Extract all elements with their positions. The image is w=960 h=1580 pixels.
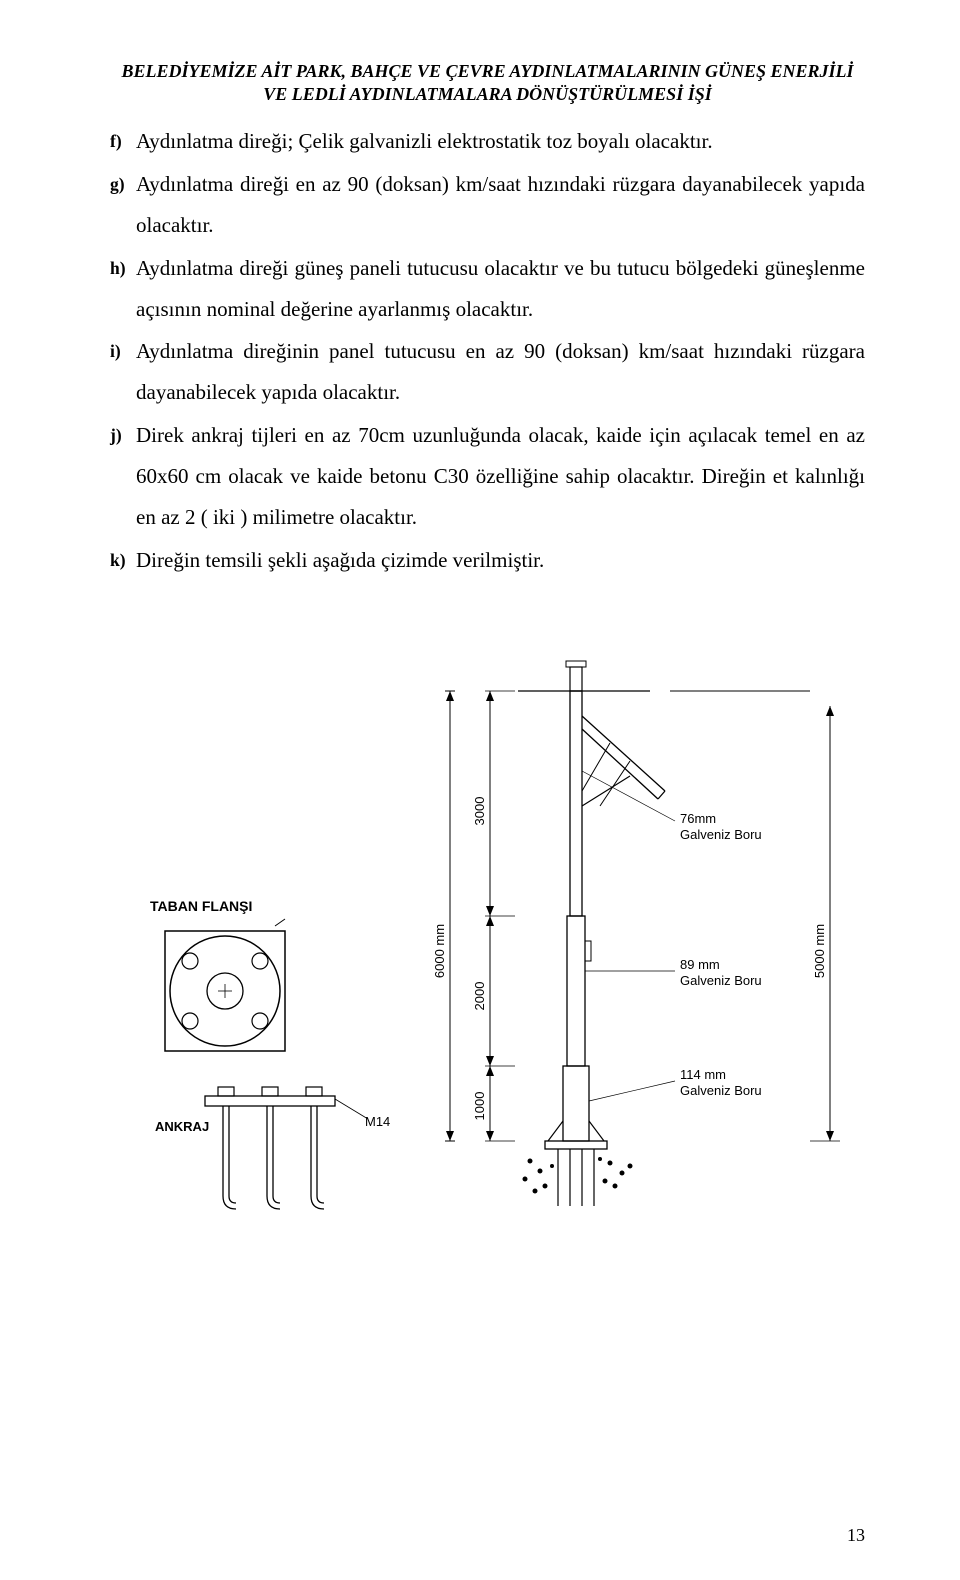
item-text: Aydınlatma direğinin panel tutucusu en a… [136, 331, 865, 413]
technical-drawing: TABAN FLANŞI ANKRAJ [110, 651, 865, 1241]
pipe-mid-label2: Galveniz Boru [680, 973, 762, 988]
anchor-label: ANKRAJ [155, 1119, 209, 1134]
document-page: BELEDİYEMİZE AİT PARK, BAHÇE VE ÇEVRE AY… [0, 0, 960, 1580]
list-item: i) Aydınlatma direğinin panel tutucusu e… [110, 331, 865, 413]
item-text: Direğin temsili şekli aşağıda çizimde ve… [136, 540, 865, 581]
anchor-group: ANKRAJ [155, 1087, 390, 1209]
item-marker: j) [110, 415, 136, 538]
spec-list: f) Aydınlatma direği; Çelik galvanizli e… [110, 121, 865, 581]
header-line-1: BELEDİYEMİZE AİT PARK, BAHÇE VE ÇEVRE AY… [121, 61, 853, 81]
item-text: Direk ankraj tijleri en az 70cm uzunluğu… [136, 415, 865, 538]
item-marker: k) [110, 540, 136, 581]
header-line-2: VE LEDLİ AYDINLATMALARA DÖNÜŞTÜRÜLMESİ İ… [263, 84, 711, 104]
list-item: f) Aydınlatma direği; Çelik galvanizli e… [110, 121, 865, 162]
list-item: k) Direğin temsili şekli aşağıda çizimde… [110, 540, 865, 581]
item-text: Aydınlatma direği güneş paneli tutucusu … [136, 248, 865, 330]
item-marker: g) [110, 164, 136, 246]
item-text: Aydınlatma direği; Çelik galvanizli elek… [136, 121, 865, 162]
dim-top: 3000 [472, 797, 487, 826]
list-item: h) Aydınlatma direği güneş paneli tutucu… [110, 248, 865, 330]
page-number: 13 [847, 1525, 865, 1546]
pipe-mid-label: 89 mm [680, 957, 720, 972]
pipe-top-label2: Galveniz Boru [680, 827, 762, 842]
flange-group: TABAN FLANŞI [150, 898, 285, 1051]
dim-total: 6000 mm [432, 924, 447, 978]
bolt-label: M14 [365, 1114, 390, 1129]
pole-group: 6000 mm 3000 2000 1000 [432, 661, 840, 1206]
pole-diagram-svg: TABAN FLANŞI ANKRAJ [110, 651, 865, 1241]
list-item: g) Aydınlatma direği en az 90 (doksan) k… [110, 164, 865, 246]
pipe-bot-label: 114 mm [680, 1067, 726, 1082]
item-marker: i) [110, 331, 136, 413]
flange-label: TABAN FLANŞI [150, 898, 252, 914]
dim-right: 5000 mm [812, 924, 827, 978]
page-header: BELEDİYEMİZE AİT PARK, BAHÇE VE ÇEVRE AY… [110, 60, 865, 107]
dim-mid: 2000 [472, 982, 487, 1011]
item-text: Aydınlatma direği en az 90 (doksan) km/s… [136, 164, 865, 246]
item-marker: h) [110, 248, 136, 330]
dim-bot: 1000 [472, 1092, 487, 1121]
list-item: j) Direk ankraj tijleri en az 70cm uzunl… [110, 415, 865, 538]
item-marker: f) [110, 121, 136, 162]
pipe-top-label: 76mm [680, 811, 716, 826]
pipe-bot-label2: Galveniz Boru [680, 1083, 762, 1098]
